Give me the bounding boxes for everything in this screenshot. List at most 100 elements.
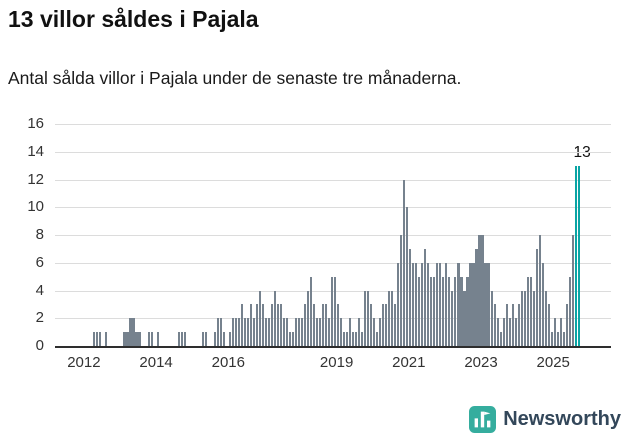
bar [508,318,511,346]
bar [213,332,216,346]
bar [147,332,150,346]
bar [180,332,183,346]
bar [562,332,565,346]
x-tick-label: 2025 [536,354,570,371]
y-tick-label: 2 [35,309,44,327]
bar [403,179,406,346]
bar [358,318,361,346]
bar [571,235,574,346]
bar [150,332,153,346]
bar [385,304,388,346]
bar [409,248,412,346]
y-tick-label: 8 [35,226,44,243]
bar [349,318,352,346]
bar [415,262,418,346]
bar [379,318,382,346]
y-tick-label: 14 [27,142,44,160]
y-tick-label: 16 [27,115,44,132]
bar [135,332,138,346]
bar [556,332,559,346]
bar [505,304,508,346]
bar [138,332,141,346]
bar [406,207,409,346]
bar [255,304,258,346]
bar [490,290,493,346]
bar [544,290,547,346]
bar [445,262,448,346]
bar [370,304,373,346]
bar [300,318,304,346]
bar [511,304,514,346]
bar-chart: 13 0 2 4 6 8 10 12 14 16 2012 2014 2016 2019 2021 2023… [0,115,631,384]
bar [394,304,397,346]
bar [454,276,457,346]
bar [352,332,355,346]
bar [517,304,520,346]
gridline [55,151,611,153]
bar [243,318,246,346]
bar [270,304,273,346]
bar [322,304,325,346]
bar [472,262,475,346]
bar [382,304,385,346]
gridline [55,262,611,264]
gridline [55,179,611,181]
chart-subtitle: Antal sålda villor i Pajala under de sen… [8,68,462,88]
bar [306,290,310,346]
bar [523,290,526,346]
bar [427,262,430,346]
bar [297,318,301,346]
bar [565,304,568,346]
bar [129,318,132,346]
bar [433,276,436,346]
bar [478,235,481,346]
bar [526,276,529,346]
bar [249,304,252,346]
bar [514,318,517,346]
y-tick-label: 6 [35,253,44,271]
x-tick-label: 2019 [319,354,354,371]
bar [469,262,472,346]
bar [412,262,415,346]
bar [487,262,490,346]
bar [541,262,544,346]
bar [273,290,276,346]
bar [291,332,295,346]
bar [343,332,346,346]
bar [397,262,400,346]
bar [246,318,249,346]
bar [400,235,403,346]
bar [204,332,207,346]
bar [451,290,454,346]
bar [228,332,231,346]
bar [337,304,340,346]
x-tick-label: 2016 [211,354,245,371]
bar [496,318,499,346]
page-title: 13 villor såldes i Pajala [8,6,259,32]
x-tick-label: 2021 [392,354,426,371]
bar [93,332,96,346]
bar [201,332,204,346]
y-tick-label: 10 [27,198,44,216]
y-tick-label: 12 [27,170,44,188]
gridline [55,124,611,125]
bar [463,290,466,346]
bar [493,304,496,346]
bar [430,276,433,346]
bar [520,290,523,346]
bar [309,276,313,346]
bar [502,318,505,346]
bar [448,276,451,346]
newsworthy-wordmark: Newsworthy [503,408,621,430]
bar [550,332,553,346]
bar [553,318,556,346]
bar [264,318,267,346]
bar [156,332,159,346]
bar [325,304,328,346]
bar [418,276,421,346]
bar [267,318,270,346]
bar [559,318,562,346]
bar [367,290,370,346]
bar [222,332,225,346]
x-tick-label: 2012 [67,354,101,371]
